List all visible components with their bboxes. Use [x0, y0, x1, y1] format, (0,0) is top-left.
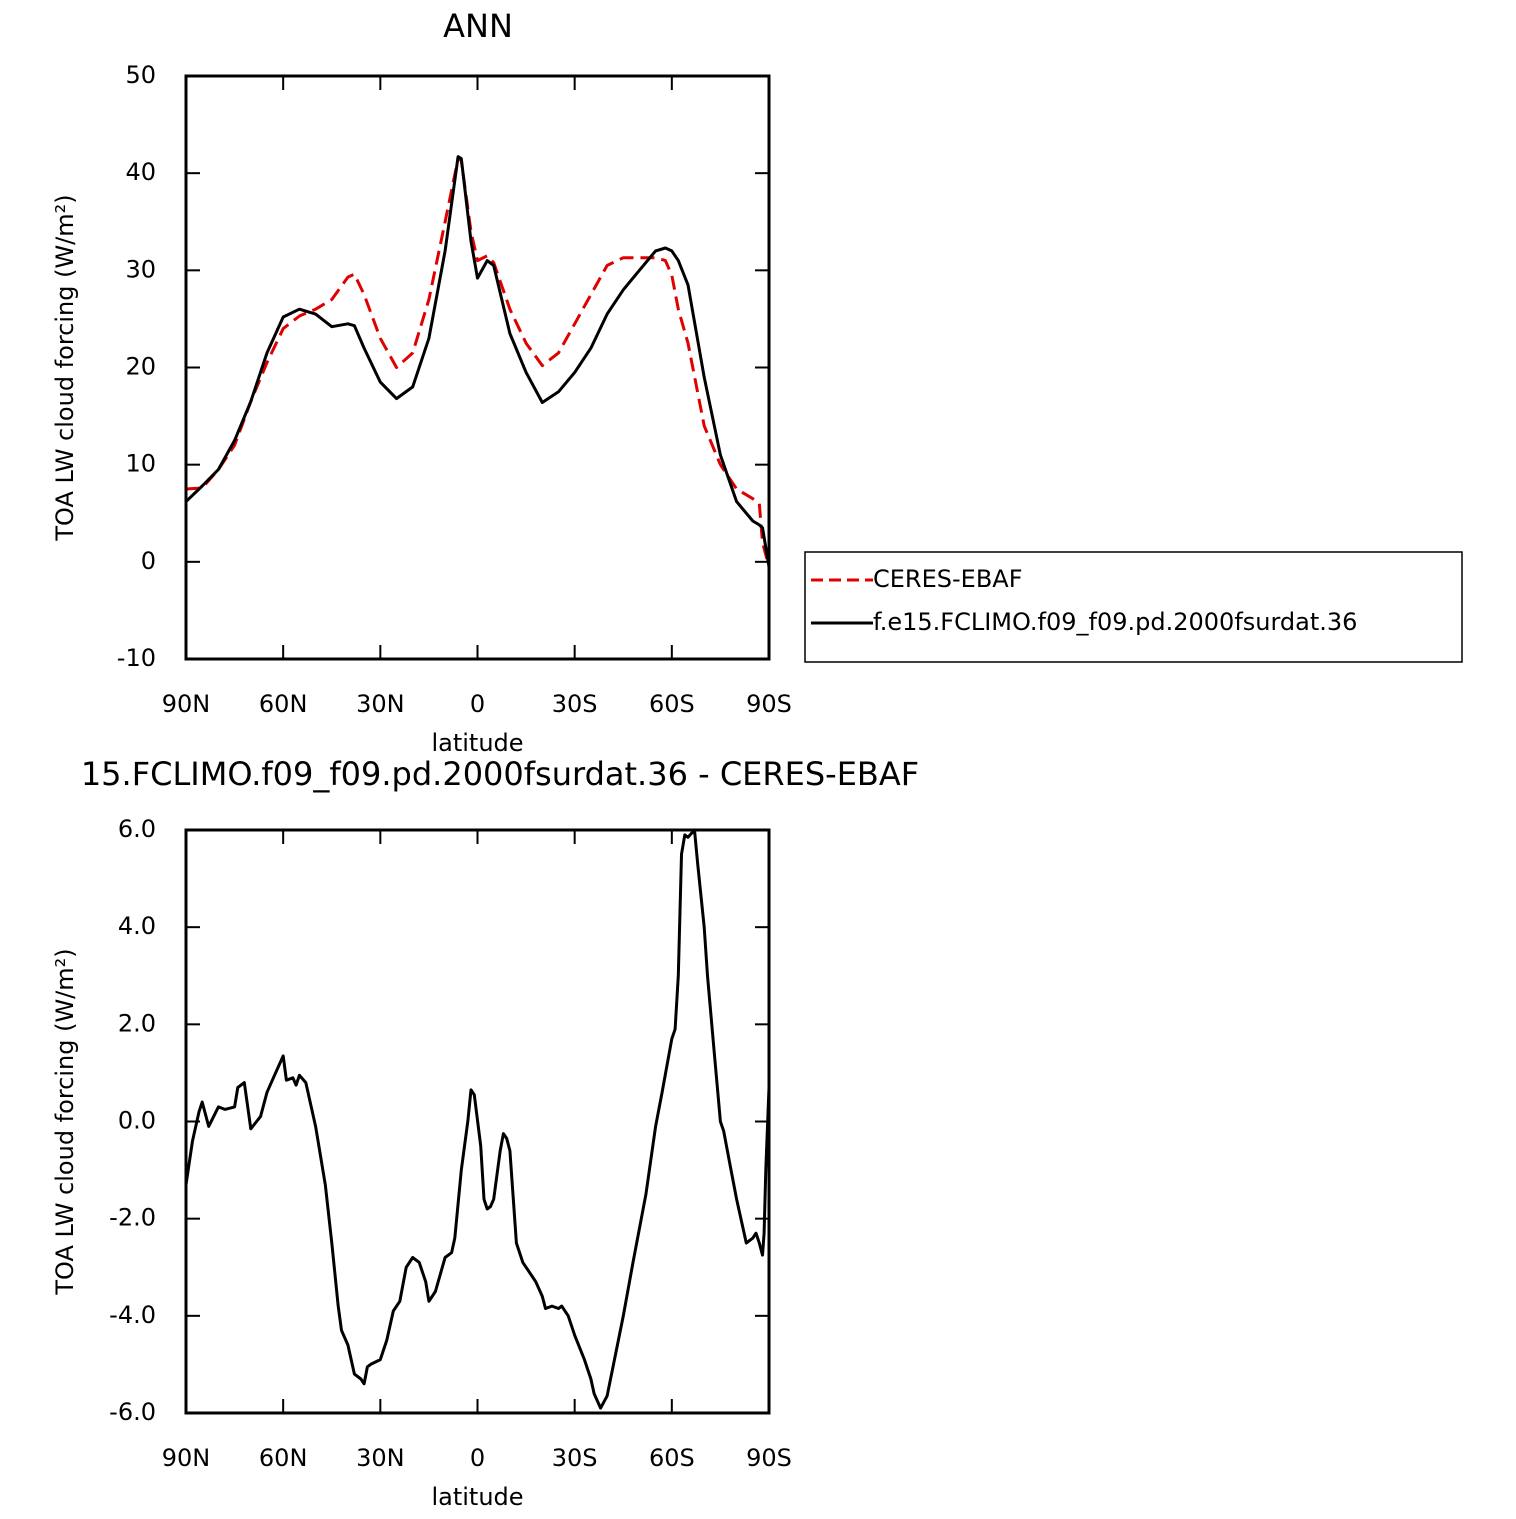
y-axis-label: TOA LW cloud forcing (W/m²): [51, 194, 79, 541]
y-tick-label: 30: [125, 255, 156, 283]
x-tick-label: 90S: [746, 1444, 792, 1472]
y-tick-label: -4.0: [109, 1301, 156, 1329]
x-tick-label: 30S: [552, 1444, 598, 1472]
y-tick-label: -6.0: [109, 1398, 156, 1426]
x-tick-label: 0: [470, 1444, 485, 1472]
legend-label: f.e15.FCLIMO.f09_f09.pd.2000fsurdat.36: [873, 608, 1357, 636]
chart-title: ANN: [443, 7, 513, 45]
y-tick-label: 40: [125, 158, 156, 186]
plot-frame: [184, 828, 771, 1415]
y-tick-label: 6.0: [118, 815, 156, 843]
x-tick-label: 0: [470, 690, 485, 718]
x-tick-label: 30N: [356, 1444, 405, 1472]
x-tick-label: 90N: [162, 690, 211, 718]
y-tick-label: 10: [125, 450, 156, 478]
y-tick-label: 20: [125, 353, 156, 381]
legend-label: CERES-EBAF: [873, 565, 1023, 593]
x-tick-label: 60S: [649, 1444, 695, 1472]
x-tick-label: 30S: [552, 690, 598, 718]
y-tick-label: -10: [117, 644, 156, 672]
chart-title: 15.FCLIMO.f09_f09.pd.2000fsurdat.36 - CE…: [81, 755, 919, 793]
legend-box: [804, 551, 1463, 663]
x-tick-label: 60N: [259, 1444, 308, 1472]
x-tick-label: 90N: [162, 1444, 211, 1472]
y-tick-label: 2.0: [118, 1009, 156, 1037]
x-tick-label: 90S: [746, 690, 792, 718]
x-tick-label: 60S: [649, 690, 695, 718]
data-line: [184, 828, 771, 1410]
y-tick-label: -2.0: [109, 1204, 156, 1232]
y-tick-label: 0: [141, 547, 156, 575]
y-tick-label: 4.0: [118, 912, 156, 940]
y-axis-label: TOA LW cloud forcing (W/m²): [51, 948, 79, 1295]
x-tick-label: 60N: [259, 690, 308, 718]
x-tick-label: 30N: [356, 690, 405, 718]
y-tick-label: 0.0: [118, 1107, 156, 1135]
data-line: [184, 155, 771, 567]
data-line: [185, 157, 771, 568]
x-axis-label: latitude: [431, 729, 523, 757]
plot-frame: [184, 74, 771, 661]
y-tick-label: 50: [125, 61, 156, 89]
x-axis-label: latitude: [431, 1483, 523, 1511]
